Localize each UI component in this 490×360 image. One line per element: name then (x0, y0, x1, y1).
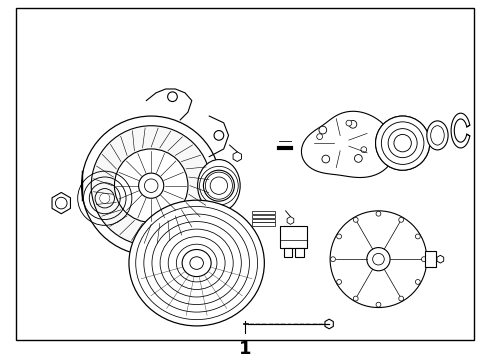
Circle shape (319, 126, 327, 134)
Circle shape (139, 173, 164, 198)
Ellipse shape (182, 249, 211, 276)
Bar (425, 251, 437, 267)
Circle shape (145, 179, 158, 193)
Circle shape (416, 279, 420, 284)
Ellipse shape (129, 200, 264, 326)
Text: 1: 1 (239, 341, 251, 359)
Ellipse shape (431, 126, 444, 145)
Ellipse shape (427, 121, 448, 150)
Circle shape (91, 126, 211, 246)
Polygon shape (52, 193, 71, 214)
Circle shape (331, 257, 336, 262)
Circle shape (317, 134, 322, 140)
Circle shape (81, 116, 221, 255)
Circle shape (330, 211, 427, 307)
Bar (252, 222, 275, 226)
Bar (252, 219, 275, 222)
Circle shape (353, 217, 358, 222)
Bar (252, 211, 275, 214)
Bar (280, 226, 307, 248)
Polygon shape (287, 217, 294, 224)
Circle shape (367, 248, 390, 271)
Circle shape (214, 131, 224, 140)
Circle shape (349, 121, 357, 128)
Circle shape (354, 154, 362, 162)
Polygon shape (301, 111, 395, 177)
Bar (284, 248, 293, 257)
Circle shape (373, 253, 384, 265)
Circle shape (399, 296, 404, 301)
Circle shape (337, 234, 342, 239)
Circle shape (168, 92, 177, 102)
Circle shape (203, 170, 234, 201)
Circle shape (416, 234, 420, 239)
Polygon shape (233, 152, 242, 162)
Circle shape (361, 147, 367, 153)
Polygon shape (437, 255, 444, 263)
Circle shape (376, 302, 381, 307)
Circle shape (399, 217, 404, 222)
Circle shape (337, 279, 342, 284)
Bar (252, 215, 275, 218)
Circle shape (322, 155, 330, 163)
Circle shape (353, 296, 358, 301)
Circle shape (55, 197, 67, 209)
Circle shape (375, 116, 430, 170)
Bar (295, 248, 304, 257)
Polygon shape (451, 113, 470, 148)
Circle shape (115, 149, 188, 222)
Polygon shape (325, 319, 333, 329)
Circle shape (346, 120, 352, 126)
Circle shape (100, 193, 110, 203)
Ellipse shape (197, 159, 240, 212)
Circle shape (421, 257, 426, 262)
Ellipse shape (190, 257, 203, 269)
Circle shape (376, 211, 381, 216)
